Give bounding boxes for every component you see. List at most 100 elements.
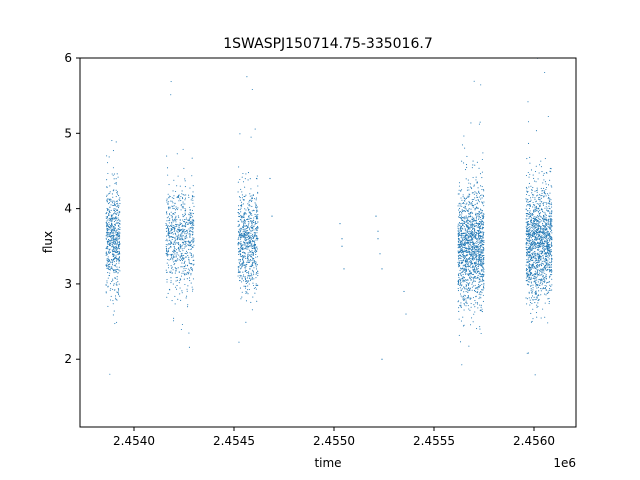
- data-point: [534, 374, 536, 376]
- data-point: [536, 279, 538, 281]
- data-point: [115, 255, 117, 257]
- data-point: [237, 275, 239, 277]
- data-point: [241, 278, 243, 280]
- data-point: [105, 292, 107, 294]
- data-point: [532, 252, 534, 254]
- data-point: [477, 252, 479, 255]
- data-point: [549, 201, 551, 203]
- data-point: [478, 293, 480, 295]
- data-point: [478, 249, 480, 251]
- data-point: [538, 257, 540, 259]
- data-point: [238, 261, 240, 263]
- data-point: [169, 206, 171, 208]
- data-point: [458, 252, 460, 254]
- x-tick-label: 2.4545: [213, 434, 255, 448]
- data-point: [241, 296, 243, 298]
- data-point: [108, 260, 111, 262]
- data-point: [463, 232, 465, 234]
- data-point: [538, 225, 540, 227]
- data-point: [113, 221, 115, 223]
- data-point: [169, 236, 171, 238]
- data-point: [111, 242, 113, 244]
- data-point: [105, 252, 107, 254]
- data-point: [483, 284, 485, 286]
- data-point: [459, 249, 461, 251]
- data-point: [468, 201, 470, 203]
- data-point: [535, 262, 537, 264]
- data-point: [470, 233, 472, 235]
- data-point: [463, 135, 465, 137]
- data-point: [545, 240, 547, 242]
- data-point: [114, 257, 116, 259]
- data-point: [114, 213, 116, 215]
- data-point: [533, 204, 535, 206]
- data-point: [536, 189, 538, 191]
- data-point: [248, 289, 250, 291]
- data-point: [237, 191, 239, 193]
- data-point: [242, 233, 244, 235]
- data-point: [118, 245, 120, 247]
- data-point: [535, 216, 537, 218]
- data-point: [248, 273, 250, 275]
- data-point: [550, 243, 552, 245]
- data-point: [240, 234, 242, 237]
- data-point: [534, 299, 536, 301]
- data-point: [459, 214, 461, 217]
- data-point: [459, 283, 461, 285]
- data-point: [535, 272, 537, 274]
- data-point: [475, 264, 477, 266]
- data-point: [253, 278, 255, 280]
- data-point: [112, 167, 114, 169]
- data-point: [538, 270, 541, 272]
- data-point: [462, 298, 464, 300]
- data-point: [457, 247, 459, 249]
- data-point: [242, 263, 244, 266]
- data-point: [544, 279, 546, 281]
- data-point: [185, 217, 187, 219]
- data-point: [251, 235, 254, 237]
- data-point: [532, 240, 534, 242]
- data-point: [107, 225, 109, 228]
- data-point: [551, 245, 553, 247]
- data-point: [467, 266, 469, 268]
- data-point: [534, 279, 536, 281]
- data-point: [545, 188, 547, 191]
- data-point: [113, 209, 115, 211]
- data-point: [470, 256, 472, 258]
- data-point: [174, 240, 176, 242]
- data-point: [533, 275, 535, 277]
- data-point: [173, 225, 175, 227]
- data-point: [549, 284, 551, 286]
- data-point: [535, 234, 537, 236]
- data-point: [175, 256, 177, 258]
- data-point: [114, 254, 116, 256]
- data-point: [169, 253, 171, 256]
- data-point: [192, 242, 194, 244]
- data-point: [192, 231, 194, 234]
- data-point: [542, 287, 544, 289]
- data-point: [536, 239, 538, 241]
- data-point: [255, 228, 257, 230]
- data-point: [529, 246, 531, 248]
- data-point: [534, 227, 536, 229]
- data-point: [107, 172, 109, 175]
- data-point: [242, 215, 244, 218]
- data-point: [463, 200, 465, 202]
- data-point: [182, 257, 184, 259]
- data-point: [532, 223, 535, 225]
- data-point: [546, 238, 548, 240]
- data-point: [191, 239, 193, 241]
- data-point: [166, 213, 168, 215]
- data-point: [252, 240, 254, 242]
- data-point: [251, 264, 253, 266]
- data-point: [466, 250, 468, 252]
- data-point: [243, 265, 245, 267]
- data-point: [482, 203, 484, 205]
- data-point: [243, 222, 245, 224]
- data-point: [541, 288, 543, 290]
- data-point: [241, 197, 243, 199]
- data-point: [535, 239, 537, 242]
- data-point: [460, 278, 462, 280]
- data-point: [105, 217, 107, 219]
- data-point: [464, 279, 466, 281]
